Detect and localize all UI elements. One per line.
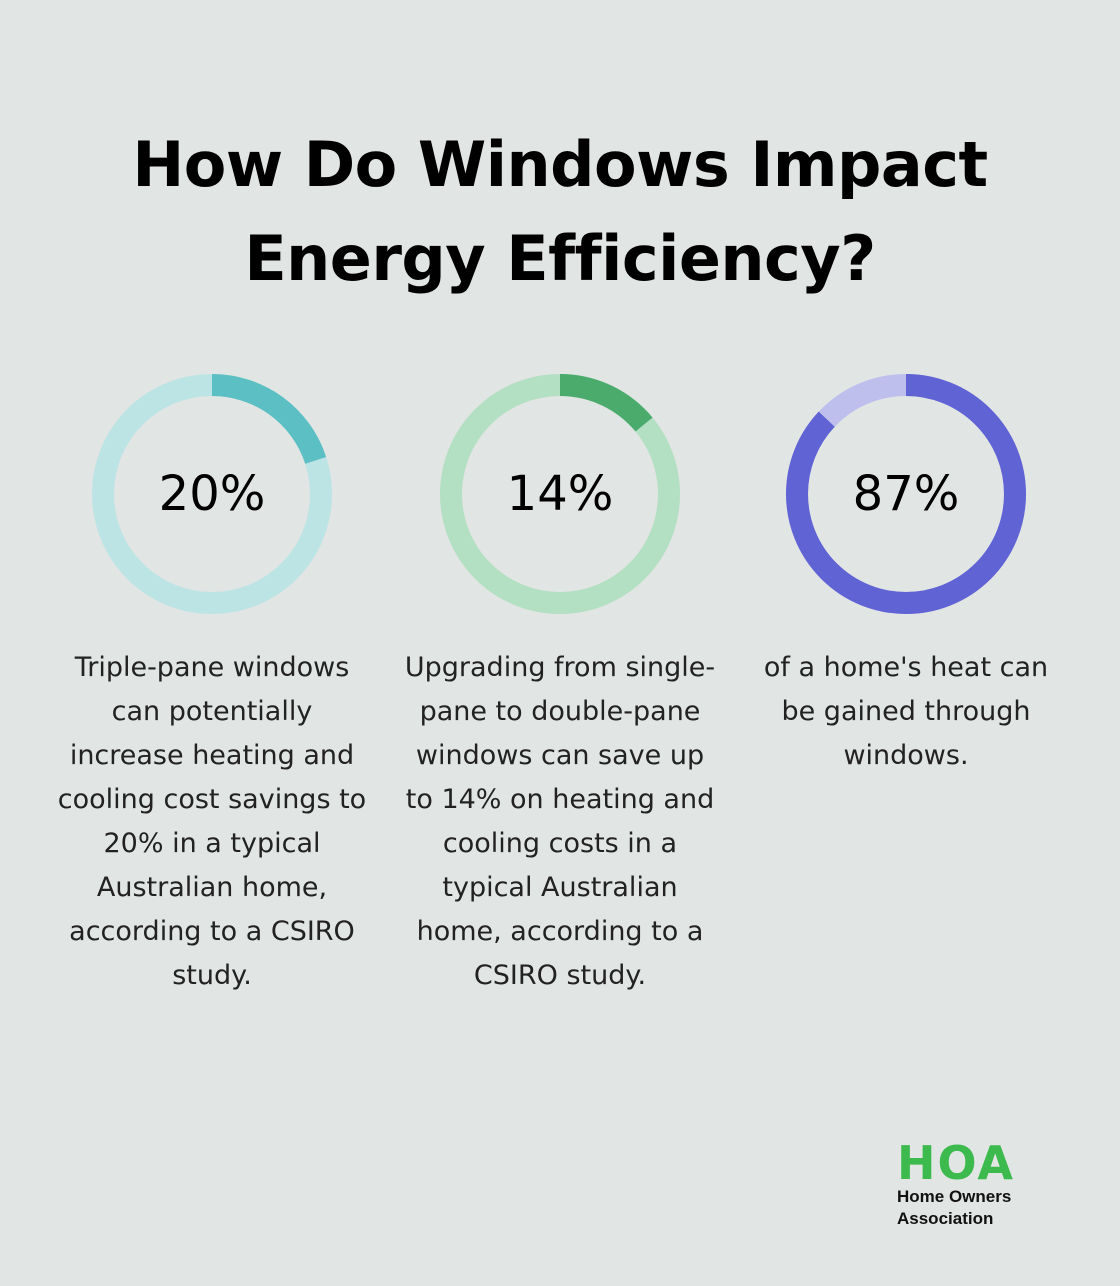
donut-svg-1 <box>92 374 332 614</box>
title-line-2: Energy Efficiency? <box>244 222 876 295</box>
stat-card-2: 14% Upgrading from single-pane to double… <box>400 372 720 998</box>
hoa-logo: HOA Home Owners Association <box>897 1140 1077 1230</box>
logo-line-2: Association <box>897 1209 994 1228</box>
donut-fill-2 <box>440 374 680 614</box>
page-title: How Do Windows Impact Energy Efficiency? <box>60 118 1060 306</box>
donut-fill-3 <box>786 374 1026 614</box>
stat-card-1: 20% Triple-pane windows can potentially … <box>52 372 372 998</box>
stat-description-2: Upgrading from single-pane to double-pan… <box>404 652 716 991</box>
title-line-1: How Do Windows Impact <box>132 128 988 201</box>
donut-chart-1: 20% <box>90 372 334 616</box>
logo-line-1: Home Owners <box>897 1187 1012 1206</box>
logo-mark: HOA <box>897 1136 1015 1190</box>
donut-chart-3: 87% <box>784 372 1028 616</box>
stat-card-3: 87% of a home's heat can be gained throu… <box>746 372 1066 778</box>
donut-chart-2: 14% <box>438 372 682 616</box>
donut-fill-1 <box>92 374 332 614</box>
percent-label-2: 14% <box>506 466 614 522</box>
stat-description-3: of a home's heat can be gained through w… <box>763 652 1049 771</box>
donut-svg-3 <box>786 374 1026 614</box>
percent-label-1: 20% <box>158 466 266 522</box>
percent-label-3: 87% <box>852 466 960 522</box>
donut-svg-2 <box>440 374 680 614</box>
stat-description-1: Triple-pane windows can potentially incr… <box>57 652 367 991</box>
